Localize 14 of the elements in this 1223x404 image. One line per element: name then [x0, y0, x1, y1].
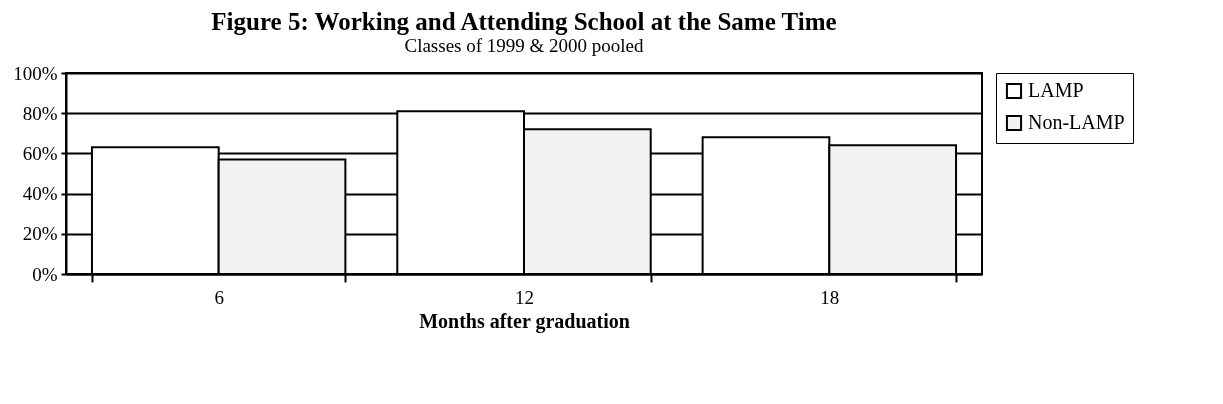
- legend-label: LAMP: [1028, 79, 1084, 101]
- y-tick-label: 80%: [22, 102, 58, 124]
- y-tick-label: 20%: [22, 223, 58, 245]
- x-tick-label: 12: [515, 286, 534, 308]
- y-tick-label: 60%: [22, 142, 58, 164]
- x-tick-label: 6: [214, 286, 224, 308]
- x-tick-label: 18: [820, 286, 840, 308]
- x-axis-title: Months after graduation: [419, 309, 630, 333]
- y-tick-label: 0%: [32, 263, 58, 285]
- y-tick-label: 100%: [13, 62, 58, 84]
- legend-label: Non-LAMP: [1028, 111, 1125, 133]
- chart-subtitle: Classes of 1999 & 2000 pooled: [404, 35, 645, 56]
- y-tick-label: 40%: [22, 183, 58, 205]
- chart-title: Figure 5: Working and Attending School at the Same Time: [211, 8, 837, 35]
